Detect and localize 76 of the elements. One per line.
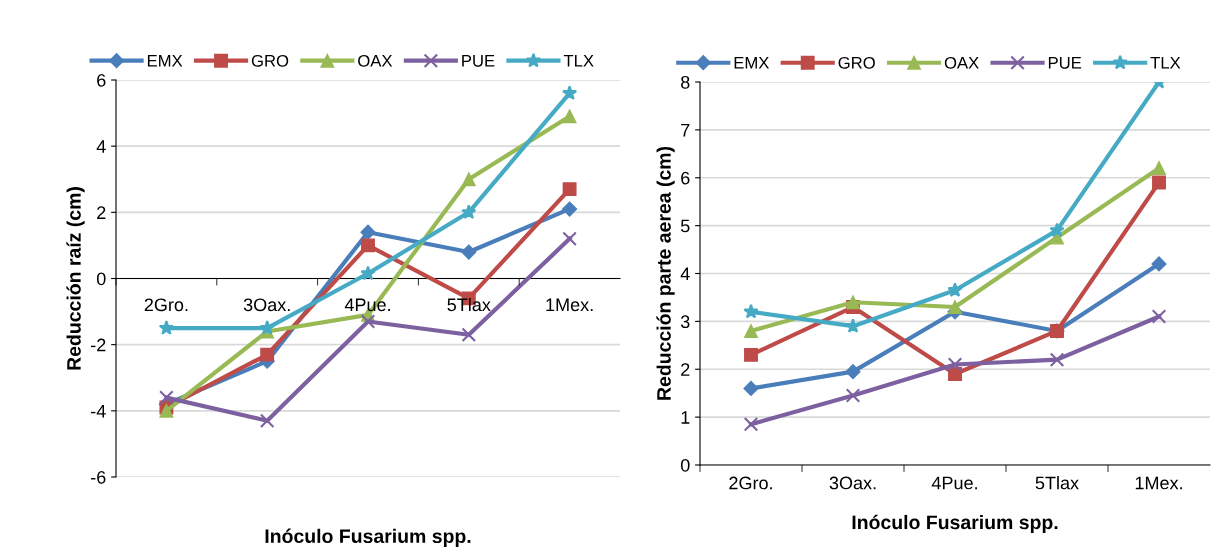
point [461,204,477,219]
point [361,238,375,253]
legend-label: TLX [563,55,594,67]
x-tick-label: 1Mex. [546,298,593,312]
point [461,244,477,260]
x-axis-title: Inóculo Fusarium spp. [265,528,471,547]
point [461,172,476,187]
point [159,390,174,405]
point [259,320,275,335]
point [947,357,963,372]
y-axis-title: Reducción parte aerea (cm) [656,146,675,400]
y-axis-title: Reducción raíz (cm) [66,187,85,370]
legend-label: GRO [838,56,875,69]
y-tick-label: 1 [681,411,690,424]
point [947,282,963,297]
point [360,265,376,281]
x-tick-label: 5Tlax [1035,476,1079,490]
y-tick-label: 5 [680,219,690,233]
point [1151,256,1167,272]
x-tick-label: 1Mex. [1135,476,1182,490]
point [743,380,759,396]
legend-label: PUE [462,55,495,67]
point [846,295,860,310]
point [743,303,759,319]
y-tick-label: 2 [97,206,106,219]
y-tick-label: 0 [680,458,690,472]
x-tick-label: 5Tlax [447,297,491,312]
legend-label: OAX [358,54,393,67]
point [744,347,758,362]
point [845,388,861,403]
point [1152,175,1166,190]
point [845,318,861,333]
point [561,85,578,100]
y-tick-label: 4 [96,140,106,153]
legend-label: EMX [734,57,770,69]
point [562,182,577,197]
point [360,224,376,240]
y-tick-label: 8 [681,75,690,89]
y-tick-label: 6 [681,171,690,185]
point [360,314,376,329]
x-tick-label: 2Gro. [729,476,772,490]
y-tick-label: 2 [681,363,690,376]
y-tick-label: 0 [96,272,106,286]
point [743,417,759,432]
x-axis-title: Inóculo Fusarium spp. [852,514,1058,534]
legend-label: EMX [147,55,183,67]
legend-label: TLX [1150,57,1181,69]
point [744,324,758,338]
y-tick-label: 3 [680,315,690,329]
y-tick-label: -4 [91,404,106,418]
point [562,109,577,124]
point [948,300,962,314]
point [461,327,477,343]
point [1049,222,1065,238]
x-tick-label: 3Oax. [243,298,290,312]
point [845,364,861,380]
point [1049,352,1065,367]
point [1152,161,1166,176]
y-tick-label: -2 [91,338,106,352]
y-tick-label: 7 [681,124,690,137]
x-tick-label: 2Gro. [144,298,188,312]
point [562,231,577,247]
y-tick-label: 4 [680,267,690,281]
point [158,320,175,335]
point [562,201,578,217]
point [260,347,275,362]
point [948,367,962,381]
point [259,413,275,429]
x-tick-label: 4Pue. [931,476,977,490]
legend-label: GRO [251,54,289,67]
y-tick-label: 6 [97,73,106,87]
legend-label: OAX [944,56,979,69]
legend-label: PUE [1048,57,1082,69]
point [1151,309,1167,324]
x-tick-label: 3Oax. [829,476,876,490]
y-tick-label: -6 [91,470,106,484]
